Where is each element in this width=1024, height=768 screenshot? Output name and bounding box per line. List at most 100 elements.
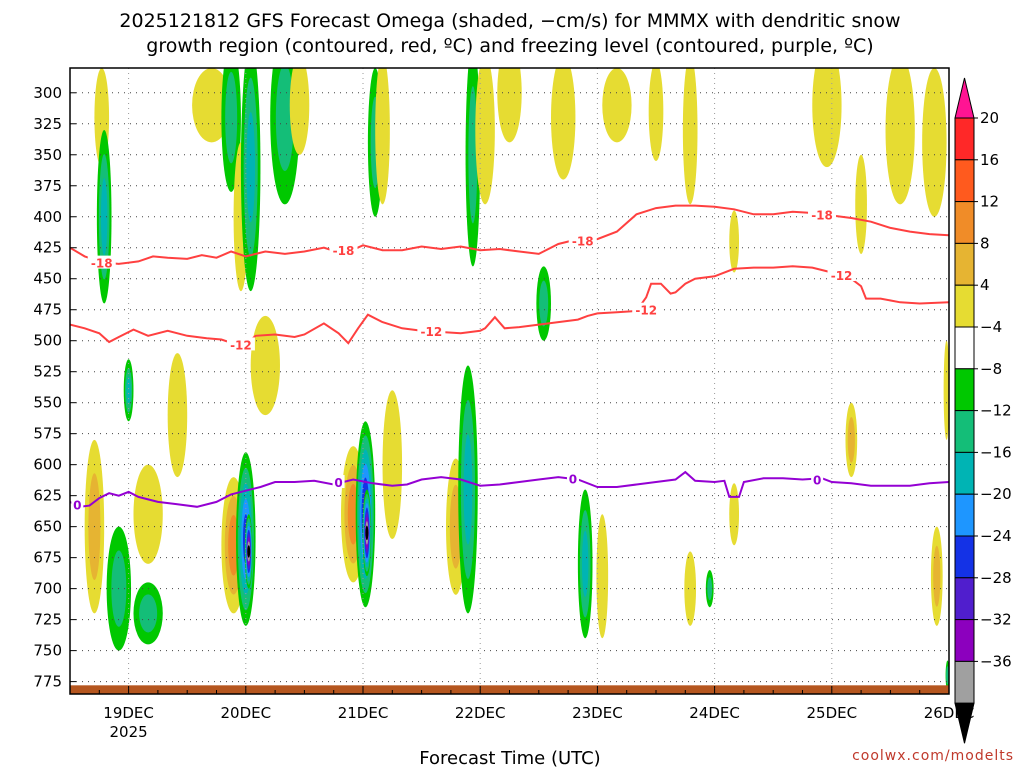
omega-cell-7-level-0 <box>167 353 188 478</box>
colorbar-segment-1 <box>954 117 975 161</box>
x-tick-label-22DEC: 22DEC <box>455 704 506 722</box>
gridlines <box>70 68 949 694</box>
omega-cell-41-level-0 <box>855 154 867 254</box>
colorbar-segment-5 <box>954 284 975 328</box>
omega-cell-14-level-8 <box>247 545 251 558</box>
x-tick-label-23DEC: 23DEC <box>572 704 623 722</box>
x-tick-sublabel-19DEC: 2025 <box>110 723 148 741</box>
colorbar-label-9: −20 <box>980 485 1012 503</box>
colorbar-segment-8 <box>954 410 975 453</box>
omega-cell-43-level-0 <box>885 68 915 205</box>
y-axis-ticks: 300 325 350 375 400 425 450 475 500 525 550 575 600 6… <box>33 84 76 691</box>
colorbar-segment-10 <box>954 493 975 537</box>
chart-title-line2: growth region (contoured, red, ºC) and f… <box>146 35 873 57</box>
chart-title-line1: 2025121812 GFS Forecast Omega (shaded, −… <box>119 10 900 32</box>
contour-label-10: 0 <box>569 472 577 486</box>
omega-cell-25-level-2 <box>463 434 473 545</box>
y-tick-label-575: 575 <box>33 425 62 443</box>
omega-cell-27-level-0 <box>475 68 495 205</box>
y-tick-label-600: 600 <box>33 456 62 474</box>
x-tick-label-20DEC: 20DEC <box>221 704 272 722</box>
contour-label-bg-1 <box>329 243 358 257</box>
contour-label-5: -12 <box>421 325 443 339</box>
y-tick-label-525: 525 <box>33 363 62 381</box>
contour-label-bg-11 <box>811 472 824 486</box>
contour-label-bg-6 <box>632 302 661 316</box>
omega-cell-28-level-0 <box>497 68 522 143</box>
omega-cell-22-level-0 <box>375 68 390 205</box>
colorbar-label-8: −16 <box>980 443 1012 461</box>
contour-label-6: -12 <box>635 304 657 318</box>
y-tick-label-300: 300 <box>33 84 62 102</box>
colorbar-segment-14 <box>954 660 975 704</box>
omega-cell-45-level-1 <box>933 545 941 607</box>
omega-cell-34-level-0 <box>648 68 664 161</box>
x-tick-label-24DEC: 24DEC <box>689 704 740 722</box>
omega-cell-4-level-2 <box>126 376 131 405</box>
contour-label-bg-10 <box>566 471 579 485</box>
omega-cell-35-level-0 <box>682 68 698 205</box>
ground-below-surface <box>70 685 949 694</box>
omega-cell-31-level-2 <box>581 530 589 597</box>
omega-cell-1-level-2 <box>100 178 108 256</box>
contour-line-0 <box>70 204 949 265</box>
colorbar-segment-2 <box>954 159 975 203</box>
contour-label-bg-5 <box>417 323 446 337</box>
x-tick-label-19DEC: 19DEC <box>103 704 154 722</box>
colorbar-label-2: 12 <box>980 193 999 211</box>
colorbar-label-4: 4 <box>980 276 990 294</box>
omega-cell-33-level-0 <box>602 68 632 143</box>
y-tick-label-750: 750 <box>33 642 62 660</box>
x-tick-label-25DEC: 25DEC <box>807 704 858 722</box>
y-tick-label-675: 675 <box>33 549 62 567</box>
contour-label-8: 0 <box>73 498 81 512</box>
contour-label-0: -18 <box>91 257 113 271</box>
contour-labels: -18 -18 -18 -18 -12 -12 -12 -12 0 0 0 0 <box>71 207 856 512</box>
contour-label-7: -12 <box>831 269 853 283</box>
omega-cell-8-level-0 <box>192 68 232 143</box>
contour-label-bg-0 <box>87 255 116 269</box>
x-axis-label: Forecast Time (UTC) <box>419 748 600 768</box>
y-tick-label-650: 650 <box>33 518 62 536</box>
omega-cell-37-level-1 <box>707 577 713 601</box>
surface-ground-layer <box>70 685 949 694</box>
y-tick-label-625: 625 <box>33 487 62 505</box>
y-tick-label-375: 375 <box>33 177 62 195</box>
omega-cell-16-level-1 <box>275 68 294 171</box>
omega-cell-44-level-0 <box>922 68 947 217</box>
contour-label-bg-8 <box>71 497 84 511</box>
contour-label-3: -18 <box>811 208 833 222</box>
y-tick-label-325: 325 <box>33 115 62 133</box>
omega-cell-39-level-0 <box>729 483 740 546</box>
colorbar-segment-3 <box>954 201 975 244</box>
colorbar-segment-12 <box>954 577 975 621</box>
omega-cell-5-level-0 <box>133 464 163 564</box>
y-tick-label-500: 500 <box>33 332 62 350</box>
contour-lines <box>70 204 949 508</box>
y-tick-label-775: 775 <box>33 673 62 691</box>
colorbar-segment-9 <box>954 451 975 495</box>
omega-cell-6-level-1 <box>139 594 158 633</box>
y-tick-label-725: 725 <box>33 611 62 629</box>
colorbar: 20 16 12 8 4 −4 −8 −12 −16 −20 −24 −28 −32 −36 <box>954 77 1012 744</box>
colorbar-bottom-arrow <box>954 702 975 744</box>
contour-label-2: -18 <box>572 234 594 248</box>
contour-label-bg-4 <box>226 337 255 351</box>
plot-area <box>70 68 949 694</box>
omega-cell-29-level-1 <box>539 280 549 327</box>
colorbar-label-0: 20 <box>980 109 999 127</box>
omega-cell-11-level-2 <box>246 112 256 223</box>
colorbar-label-6: −8 <box>980 360 1002 378</box>
contour-label-bg-9 <box>332 475 345 489</box>
colorbar-label-7: −12 <box>980 402 1012 420</box>
omega-cell-36-level-0 <box>684 551 697 626</box>
y-tick-label-700: 700 <box>33 580 62 598</box>
colorbar-label-3: 8 <box>980 234 990 252</box>
omega-cell-46-level-0 <box>943 340 949 440</box>
contour-label-9: 0 <box>334 476 342 490</box>
contour-label-11: 0 <box>813 474 821 488</box>
omega-cell-42-level-1 <box>847 416 855 463</box>
omega-cell-23-level-0 <box>382 390 403 540</box>
contour-label-4: -12 <box>230 338 252 352</box>
